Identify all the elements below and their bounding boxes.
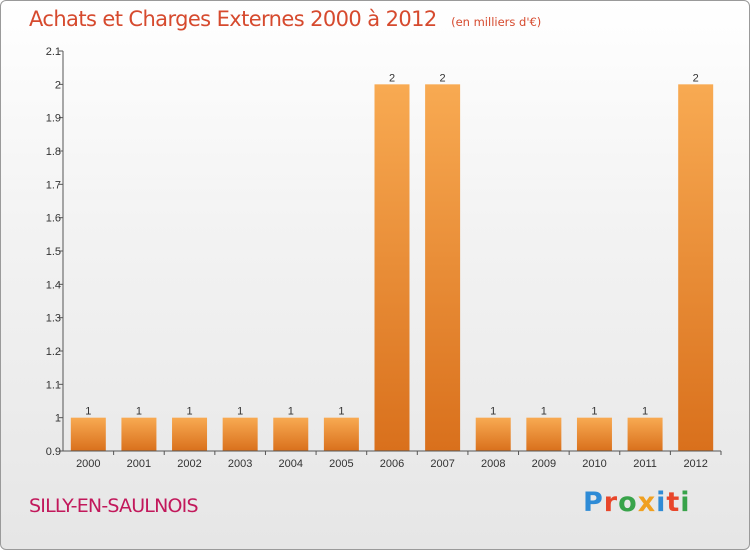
bar-value-label: 1	[541, 406, 547, 418]
bar-value-label: 1	[591, 406, 597, 418]
x-tick-label: 2005	[329, 458, 353, 470]
bar-value-label: 1	[186, 406, 192, 418]
y-tick-label: 1.1	[46, 379, 61, 391]
bar	[526, 417, 562, 451]
chart-title: Achats et Charges Externes 2000 à 2012	[29, 7, 437, 31]
x-tick-label: 2006	[380, 458, 404, 470]
bar	[425, 84, 461, 451]
x-tick-label: 2000	[76, 458, 100, 470]
x-tick-label: 2012	[683, 458, 707, 470]
bar	[475, 417, 511, 451]
x-tick-label: 2009	[532, 458, 556, 470]
y-tick-label: 0.9	[46, 446, 61, 458]
title-row: Achats et Charges Externes 2000 à 2012 (…	[29, 7, 541, 31]
logo-letter: r	[603, 487, 619, 518]
bar-value-label: 1	[490, 406, 496, 418]
y-tick-label: 1.5	[46, 246, 61, 258]
y-tick-label: 1.7	[46, 179, 61, 191]
y-tick-label: 1.9	[46, 113, 61, 125]
bar	[374, 84, 410, 451]
logo-letter: i	[656, 487, 667, 518]
logo-letter: P	[583, 487, 604, 518]
x-tick-label: 2010	[582, 458, 606, 470]
logo-letter: x	[637, 487, 657, 518]
x-tick-label: 2003	[228, 458, 252, 470]
bar	[273, 417, 309, 451]
bar	[172, 417, 208, 451]
bars: 1 1 1 1 1 1 2 2 1 1 1 1 2	[70, 72, 714, 451]
x-tick-label: 2011	[633, 458, 657, 470]
bar-value-label: 1	[85, 406, 91, 418]
bar	[678, 84, 714, 451]
bar	[576, 417, 612, 451]
y-tick-label: 2.1	[46, 46, 61, 58]
bar	[70, 417, 106, 451]
bar-value-label: 1	[237, 406, 243, 418]
bar-value-label: 1	[136, 406, 142, 418]
logo-letter: t	[666, 487, 681, 518]
x-tick-label: 2007	[430, 458, 454, 470]
x-tick-label: 2004	[279, 458, 303, 470]
bar	[627, 417, 663, 451]
y-tick-label: 1	[55, 413, 61, 425]
bar-value-label: 2	[440, 72, 446, 84]
y-tick-label: 1.6	[46, 213, 61, 225]
x-axis: 2000 2001 2002 2003 2004 2005 2006 2007 2008 2009…	[63, 450, 722, 470]
bar-value-label: 2	[693, 72, 699, 84]
x-tick-label: 2001	[127, 458, 151, 470]
bar-value-label: 1	[642, 406, 648, 418]
logo-letter: i	[680, 487, 691, 518]
bar-value-label: 1	[338, 406, 344, 418]
x-tick-label: 2002	[177, 458, 201, 470]
logo-letter: o	[618, 487, 638, 518]
x-tick-label: 2008	[481, 458, 505, 470]
bar	[323, 417, 359, 451]
y-tick-label: 1.2	[46, 346, 61, 358]
y-tick-label: 2	[55, 79, 61, 91]
commune-name: SILLY-EN-SAULNOIS	[29, 495, 199, 517]
y-axis: 0.9 1 1.1 1.2 1.3 1.4 1.5 1.6 1.7 1.8 1.9 2 2.1	[46, 46, 64, 458]
bar	[222, 417, 258, 451]
bar-value-label: 2	[389, 72, 395, 84]
y-tick-label: 1.8	[46, 146, 61, 158]
chart-subtitle: (en milliers d'€)	[451, 15, 542, 29]
y-tick-label: 1.3	[46, 313, 61, 325]
bar	[121, 417, 157, 451]
proxiti-logo: Proxiti	[583, 487, 691, 518]
bar-value-label: 1	[288, 406, 294, 418]
y-tick-label: 1.4	[46, 279, 61, 291]
